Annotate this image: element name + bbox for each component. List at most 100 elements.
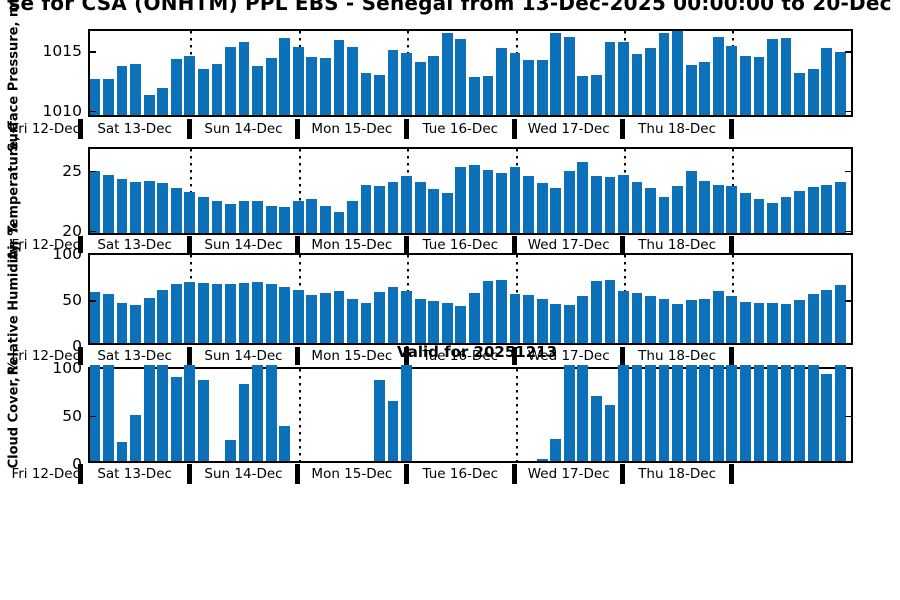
- bar: [794, 190, 805, 233]
- bar: [238, 201, 250, 233]
- day-separator-tick: [403, 118, 409, 139]
- bar: [577, 296, 589, 343]
- bar: [631, 293, 643, 343]
- bar: [496, 48, 507, 115]
- bar: [279, 425, 291, 461]
- bar: [455, 306, 467, 343]
- bar: [265, 364, 277, 461]
- bar: [767, 202, 778, 233]
- y-tick-mark: [845, 415, 851, 418]
- bar: [306, 295, 318, 343]
- valid-for-stamp: Valid for 20251213: [396, 343, 558, 361]
- bar: [590, 281, 602, 343]
- bar: [618, 42, 629, 115]
- bar: [441, 192, 453, 233]
- bar: [198, 379, 209, 461]
- day-label: Mon 15-Dec: [311, 347, 393, 364]
- bar: [780, 364, 792, 461]
- y-tick-label: 50: [62, 291, 82, 309]
- bar: [469, 76, 480, 115]
- bar: [712, 184, 724, 233]
- bar: [387, 400, 399, 461]
- bar: [509, 53, 521, 115]
- bar: [807, 364, 819, 461]
- day-separator-tick: [403, 464, 409, 484]
- bar: [374, 74, 385, 115]
- bar: [726, 46, 738, 115]
- bar: [319, 206, 331, 233]
- bar: [265, 284, 277, 343]
- bar: [753, 198, 765, 233]
- bar: [834, 182, 846, 233]
- bar: [347, 298, 358, 343]
- bar: [536, 458, 548, 461]
- day-label: Tue 16-Dec: [422, 347, 499, 364]
- bar: [238, 42, 250, 115]
- bar: [170, 188, 182, 233]
- temperature-plot: 20 25: [62, 147, 853, 240]
- bar: [292, 201, 304, 233]
- day-label: Thu 18-Dec: [638, 466, 717, 482]
- bar: [374, 292, 385, 343]
- bar: [672, 185, 684, 233]
- bar: [536, 298, 548, 343]
- bar: [170, 59, 182, 115]
- day-separator-tick: [77, 118, 83, 139]
- bar: [563, 364, 575, 461]
- day-boundary-gridline: [190, 149, 193, 233]
- day-label: Sun 14-Dec: [204, 236, 283, 253]
- bar: [265, 57, 277, 115]
- day-label: Wed 17-Dec: [527, 120, 610, 137]
- bar: [211, 63, 223, 115]
- bar: [306, 198, 318, 233]
- bar: [401, 364, 413, 461]
- bar: [360, 73, 372, 115]
- day-separator-tick: [77, 346, 83, 365]
- bar: [211, 284, 223, 343]
- day-label: Wed 17-Dec: [527, 236, 610, 253]
- bar: [577, 364, 589, 461]
- bar: [834, 51, 846, 115]
- day-separator-tick: [620, 346, 626, 365]
- bar: [184, 55, 196, 115]
- bar: [699, 298, 711, 343]
- bar: [441, 302, 453, 343]
- bar: [225, 203, 236, 233]
- day-label: Wed 17-Dec: [527, 466, 610, 482]
- bar: [387, 286, 399, 343]
- day-separator-tick: [403, 236, 409, 253]
- bar: [563, 305, 575, 343]
- bar: [89, 171, 101, 233]
- day-separator-tick: [295, 346, 301, 365]
- day-separator-tick: [512, 236, 517, 253]
- bar: [740, 364, 751, 461]
- day-separator-tick: [512, 346, 517, 365]
- y-tick-mark: [90, 170, 96, 173]
- bar: [699, 61, 711, 115]
- bar: [550, 188, 562, 233]
- previous-day-label: Fri 12-Dec: [11, 236, 80, 253]
- day-separator-tick: [77, 236, 83, 253]
- bar: [103, 79, 114, 115]
- bar: [198, 283, 209, 343]
- bar: [238, 283, 250, 343]
- bar: [116, 302, 128, 343]
- day-label: Sun 14-Dec: [204, 347, 283, 364]
- bar: [631, 182, 643, 233]
- day-separator-tick: [295, 464, 301, 484]
- bar: [469, 165, 480, 233]
- bar: [225, 47, 236, 115]
- bar: [536, 60, 548, 115]
- y-tick-mark: [845, 230, 851, 233]
- bar: [590, 396, 602, 461]
- y-tick-label: 20: [62, 221, 82, 240]
- bar: [238, 383, 250, 461]
- bar: [712, 364, 724, 461]
- bar: [333, 40, 345, 115]
- bar: [740, 55, 751, 115]
- bar: [767, 364, 778, 461]
- bar: [265, 206, 277, 233]
- bar: [225, 440, 236, 461]
